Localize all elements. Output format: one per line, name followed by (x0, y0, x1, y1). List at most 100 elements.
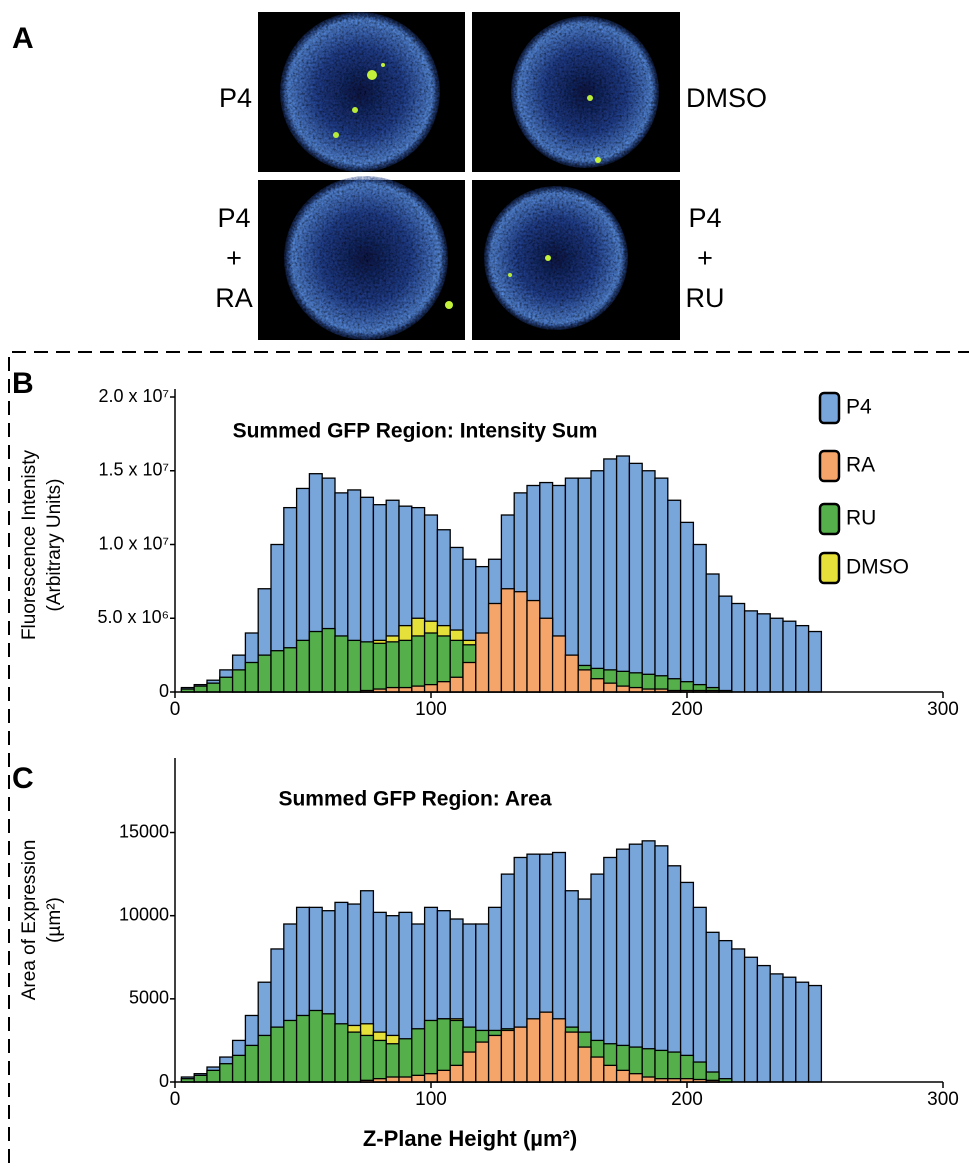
bar (411, 1074, 426, 1083)
bar (423, 1019, 439, 1083)
y-tick-label: 15000 (119, 821, 169, 841)
bar (731, 948, 746, 1083)
bar (577, 669, 592, 693)
bar (283, 1019, 298, 1083)
y-tick-label: 10000 (119, 904, 169, 924)
y-axis-label: Area of Expression (19, 840, 40, 1001)
bar (436, 681, 451, 693)
x-tick-label: 300 (927, 1089, 959, 1110)
bar (551, 1018, 567, 1083)
bar (641, 840, 656, 1083)
bar (782, 620, 797, 693)
panel-letter: C (12, 762, 34, 795)
bar (347, 639, 362, 693)
bar (539, 617, 554, 693)
dashed-frame (8, 351, 969, 1163)
bar (667, 865, 682, 1083)
image-label: P4 (688, 203, 721, 233)
y-axis-label: (Arbitrary Units) (44, 478, 65, 611)
micrograph (472, 12, 680, 172)
bar (795, 981, 810, 1083)
bar (718, 595, 733, 693)
legend-label: P4 (846, 396, 872, 419)
bar (231, 669, 247, 693)
bar (411, 635, 426, 693)
bar (590, 470, 605, 693)
bar (462, 1051, 477, 1083)
bar (270, 650, 285, 693)
bar (705, 931, 720, 1083)
bar (385, 641, 400, 693)
panel-letter: B (12, 367, 34, 400)
bar (705, 573, 720, 693)
bar (359, 641, 375, 693)
bar (692, 543, 707, 693)
bar (526, 599, 541, 693)
y-tick-label: 0 (159, 1071, 169, 1091)
bar (539, 1011, 554, 1083)
x-tick-label: 100 (415, 699, 447, 720)
bar (449, 1064, 464, 1083)
bar (500, 1029, 515, 1083)
x-tick-label: 300 (927, 699, 959, 720)
bar (615, 1069, 631, 1083)
y-tick-label: 1.0 x 10⁷ (98, 533, 169, 553)
micrograph (258, 176, 465, 340)
bar (615, 685, 631, 693)
legend-swatch (818, 502, 841, 536)
bar (270, 1026, 285, 1083)
bar (385, 1043, 400, 1083)
bar (628, 1073, 643, 1083)
bar (679, 521, 695, 693)
bar (193, 685, 208, 693)
bar (577, 1046, 592, 1083)
bar (193, 1074, 208, 1083)
bar (411, 685, 426, 693)
bar (667, 499, 682, 693)
bar (244, 1044, 259, 1083)
bar (782, 976, 797, 1083)
bar (436, 1069, 451, 1083)
bar (743, 610, 759, 693)
image-label: RA (215, 283, 253, 313)
bar (603, 458, 618, 693)
bar (807, 630, 823, 693)
bar (321, 627, 336, 693)
bar (667, 1051, 682, 1083)
bar (206, 1069, 221, 1083)
bar (590, 678, 605, 693)
bar (372, 1039, 387, 1083)
bar (679, 881, 695, 1083)
bar (551, 635, 567, 693)
bar (628, 462, 643, 693)
legend-label: RA (846, 454, 875, 477)
bar (449, 676, 464, 693)
legend-label: DMSO (846, 556, 909, 579)
y-tick-label: 5.0 x 10⁶ (98, 607, 169, 627)
bar (756, 613, 771, 693)
bar (321, 1013, 336, 1083)
bar (219, 676, 234, 693)
y-tick-label: 0 (159, 681, 169, 701)
bar (372, 642, 387, 693)
bar (423, 1073, 439, 1083)
image-label: P4 (219, 83, 252, 113)
bar (206, 682, 221, 693)
micrograph (472, 180, 680, 340)
bar (513, 591, 528, 693)
image-label: P4 (217, 203, 250, 233)
bar (654, 477, 669, 693)
y-axis-label: Fluorescence Intenisty (19, 449, 40, 640)
x-tick-label: 200 (671, 1089, 703, 1110)
bar (731, 602, 746, 693)
bar (359, 1034, 375, 1083)
bar (692, 906, 707, 1083)
bar (590, 1056, 605, 1083)
bar (795, 624, 810, 693)
bar (577, 477, 592, 693)
bar (257, 654, 272, 693)
bar (219, 1063, 234, 1083)
panel-letter: A (12, 22, 34, 55)
legend-swatch (818, 449, 841, 483)
